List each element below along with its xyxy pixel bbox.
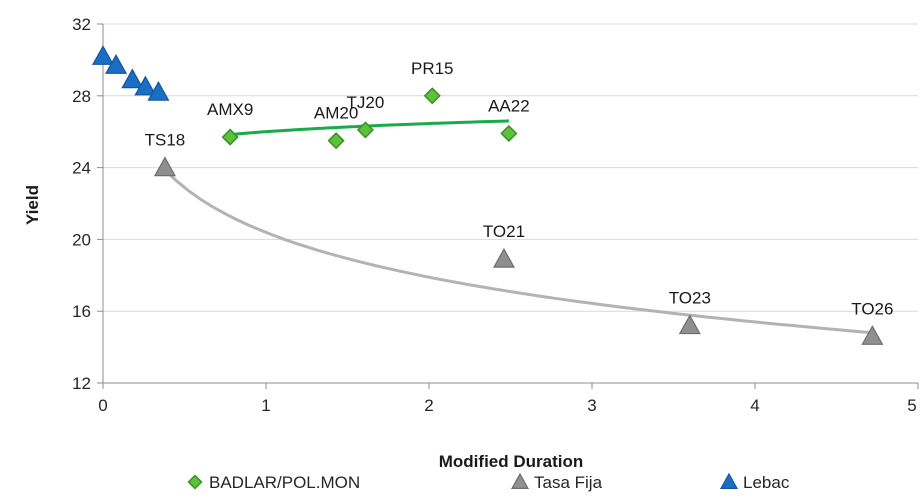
data-points xyxy=(91,45,884,345)
data-label: AMX9 xyxy=(207,100,253,119)
data-point xyxy=(153,156,176,177)
legend-item: Lebac xyxy=(719,472,790,492)
x-tick-label: 5 xyxy=(907,396,916,415)
data-point xyxy=(356,121,374,139)
data-point xyxy=(861,325,884,345)
x-tick-label: 0 xyxy=(98,396,107,415)
y-axis-title: Yield xyxy=(23,185,42,225)
y-tick-label: 12 xyxy=(72,374,91,393)
legend-item: BADLAR/POL.MON xyxy=(187,473,360,492)
data-point xyxy=(121,68,144,89)
y-tick-label: 32 xyxy=(72,15,91,34)
data-point xyxy=(327,132,345,150)
data-point xyxy=(105,54,128,74)
data-label: TS18 xyxy=(145,131,186,150)
x-tick-label: 3 xyxy=(587,396,596,415)
axes xyxy=(97,23,919,389)
gridlines xyxy=(103,23,918,312)
data-point xyxy=(678,314,701,335)
y-tick-label: 28 xyxy=(72,87,91,106)
legend-label: Tasa Fija xyxy=(534,473,603,492)
y-tick-label: 24 xyxy=(72,159,91,178)
legend-item: Tasa Fija xyxy=(510,472,603,492)
y-tick-label: 16 xyxy=(72,302,91,321)
legend-label: BADLAR/POL.MON xyxy=(209,473,360,492)
data-point xyxy=(147,80,170,101)
y-tick-label: 20 xyxy=(72,230,91,249)
data-point xyxy=(91,45,115,65)
x-tick-label: 2 xyxy=(424,396,433,415)
legend-marker xyxy=(187,474,203,490)
data-point xyxy=(423,87,441,105)
x-axis-title: Modified Duration xyxy=(439,452,583,471)
data-point xyxy=(221,128,239,146)
data-label: TO23 xyxy=(669,289,711,308)
x-tick-label: 1 xyxy=(261,396,270,415)
legend: BADLAR/POL.MON Tasa Fija Lebac xyxy=(187,472,790,492)
data-label: AM20 xyxy=(314,104,358,123)
trendline xyxy=(163,168,873,335)
x-tick-labels: 0 1 2 3 4 5 xyxy=(98,396,916,415)
data-label: TO21 xyxy=(483,222,525,241)
legend-marker xyxy=(719,472,739,489)
data-point xyxy=(134,75,157,96)
data-label: AA22 xyxy=(488,96,530,115)
data-label: TJ20 xyxy=(347,93,385,112)
data-point xyxy=(500,124,518,143)
legend-marker xyxy=(510,472,530,489)
data-label: PR15 xyxy=(411,59,454,78)
y-tick-labels: 12 16 20 24 28 32 xyxy=(72,15,91,393)
data-label: TO26 xyxy=(851,299,893,318)
x-tick-label: 4 xyxy=(750,396,759,415)
legend-label: Lebac xyxy=(743,473,790,492)
data-point xyxy=(492,247,515,268)
